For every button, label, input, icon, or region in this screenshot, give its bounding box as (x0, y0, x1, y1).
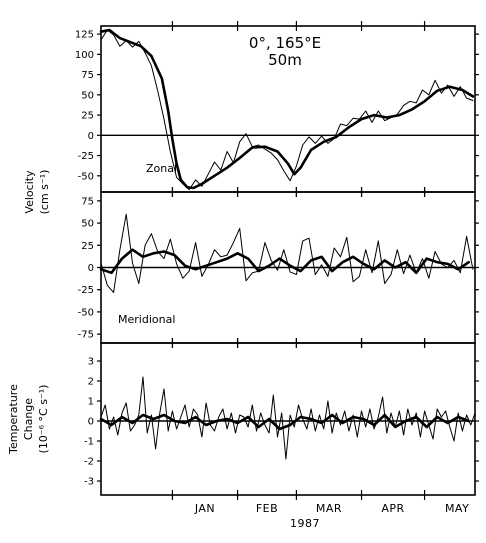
velocity-units: (cm s⁻¹) (38, 170, 51, 215)
y-tick-label: 3 (88, 357, 94, 368)
velocity-axis-title: Velocity (23, 170, 36, 214)
chart-title-line2: 50m (268, 51, 302, 69)
y-tick-label: -50 (78, 307, 94, 318)
y-tick-label: 2 (88, 377, 94, 388)
series-smoothed-line (99, 413, 471, 431)
series-smoothed-line (99, 248, 471, 275)
temperature-axis-title-line2: Change (22, 398, 35, 440)
chart-title-line1: 0°, 165°E (249, 34, 321, 52)
y-tick-label: 25 (81, 111, 94, 122)
temperature-axis-title: Temperature (7, 384, 20, 455)
series-raw-line (100, 213, 474, 293)
y-tick-label: 75 (81, 196, 94, 207)
series-raw-line (100, 29, 474, 191)
y-tick-label: 50 (81, 90, 94, 101)
y-tick-label: -2 (84, 457, 94, 468)
y-tick-label: -1 (84, 437, 94, 448)
y-tick-label: -25 (78, 285, 94, 296)
x-month-label: FEB (256, 502, 278, 515)
series-layer (99, 28, 476, 460)
x-month-label: APR (381, 502, 404, 515)
x-month-label: JAN (194, 502, 215, 515)
x-month-label: MAR (316, 502, 342, 515)
y-tick-label: -75 (78, 330, 94, 341)
series-raw-line (100, 376, 476, 460)
axes-layer (97, 21, 479, 500)
x-axis-year-label: 1987 (290, 517, 320, 530)
series-smoothed-line (99, 28, 475, 190)
y-tick-label: -50 (78, 171, 94, 182)
y-tick-label: 50 (81, 219, 94, 230)
y-tick-label: 0 (88, 417, 94, 428)
zonal-annotation: Zonal (146, 162, 177, 175)
y-tick-label: 25 (81, 241, 94, 252)
y-tick-label: 0 (88, 131, 94, 142)
y-tick-label: 1 (88, 397, 94, 408)
y-tick-label: 75 (81, 70, 94, 81)
y-tick-label: 0 (88, 263, 94, 274)
y-tick-label: 100 (75, 50, 94, 61)
labels-layer: 125 100 75 50 25 0 -25 -50 75 50 25 0 -25 -50 -75 3 2 1 0 -… (75, 30, 469, 515)
temperature-units: (10⁻⁶ °C s⁻¹) (37, 385, 50, 454)
y-tick-label: -3 (84, 477, 94, 488)
meridional-annotation: Meridional (118, 313, 175, 326)
x-month-label: MAY (445, 502, 469, 515)
y-tick-label: 125 (75, 30, 94, 41)
y-tick-label: -25 (78, 151, 94, 162)
